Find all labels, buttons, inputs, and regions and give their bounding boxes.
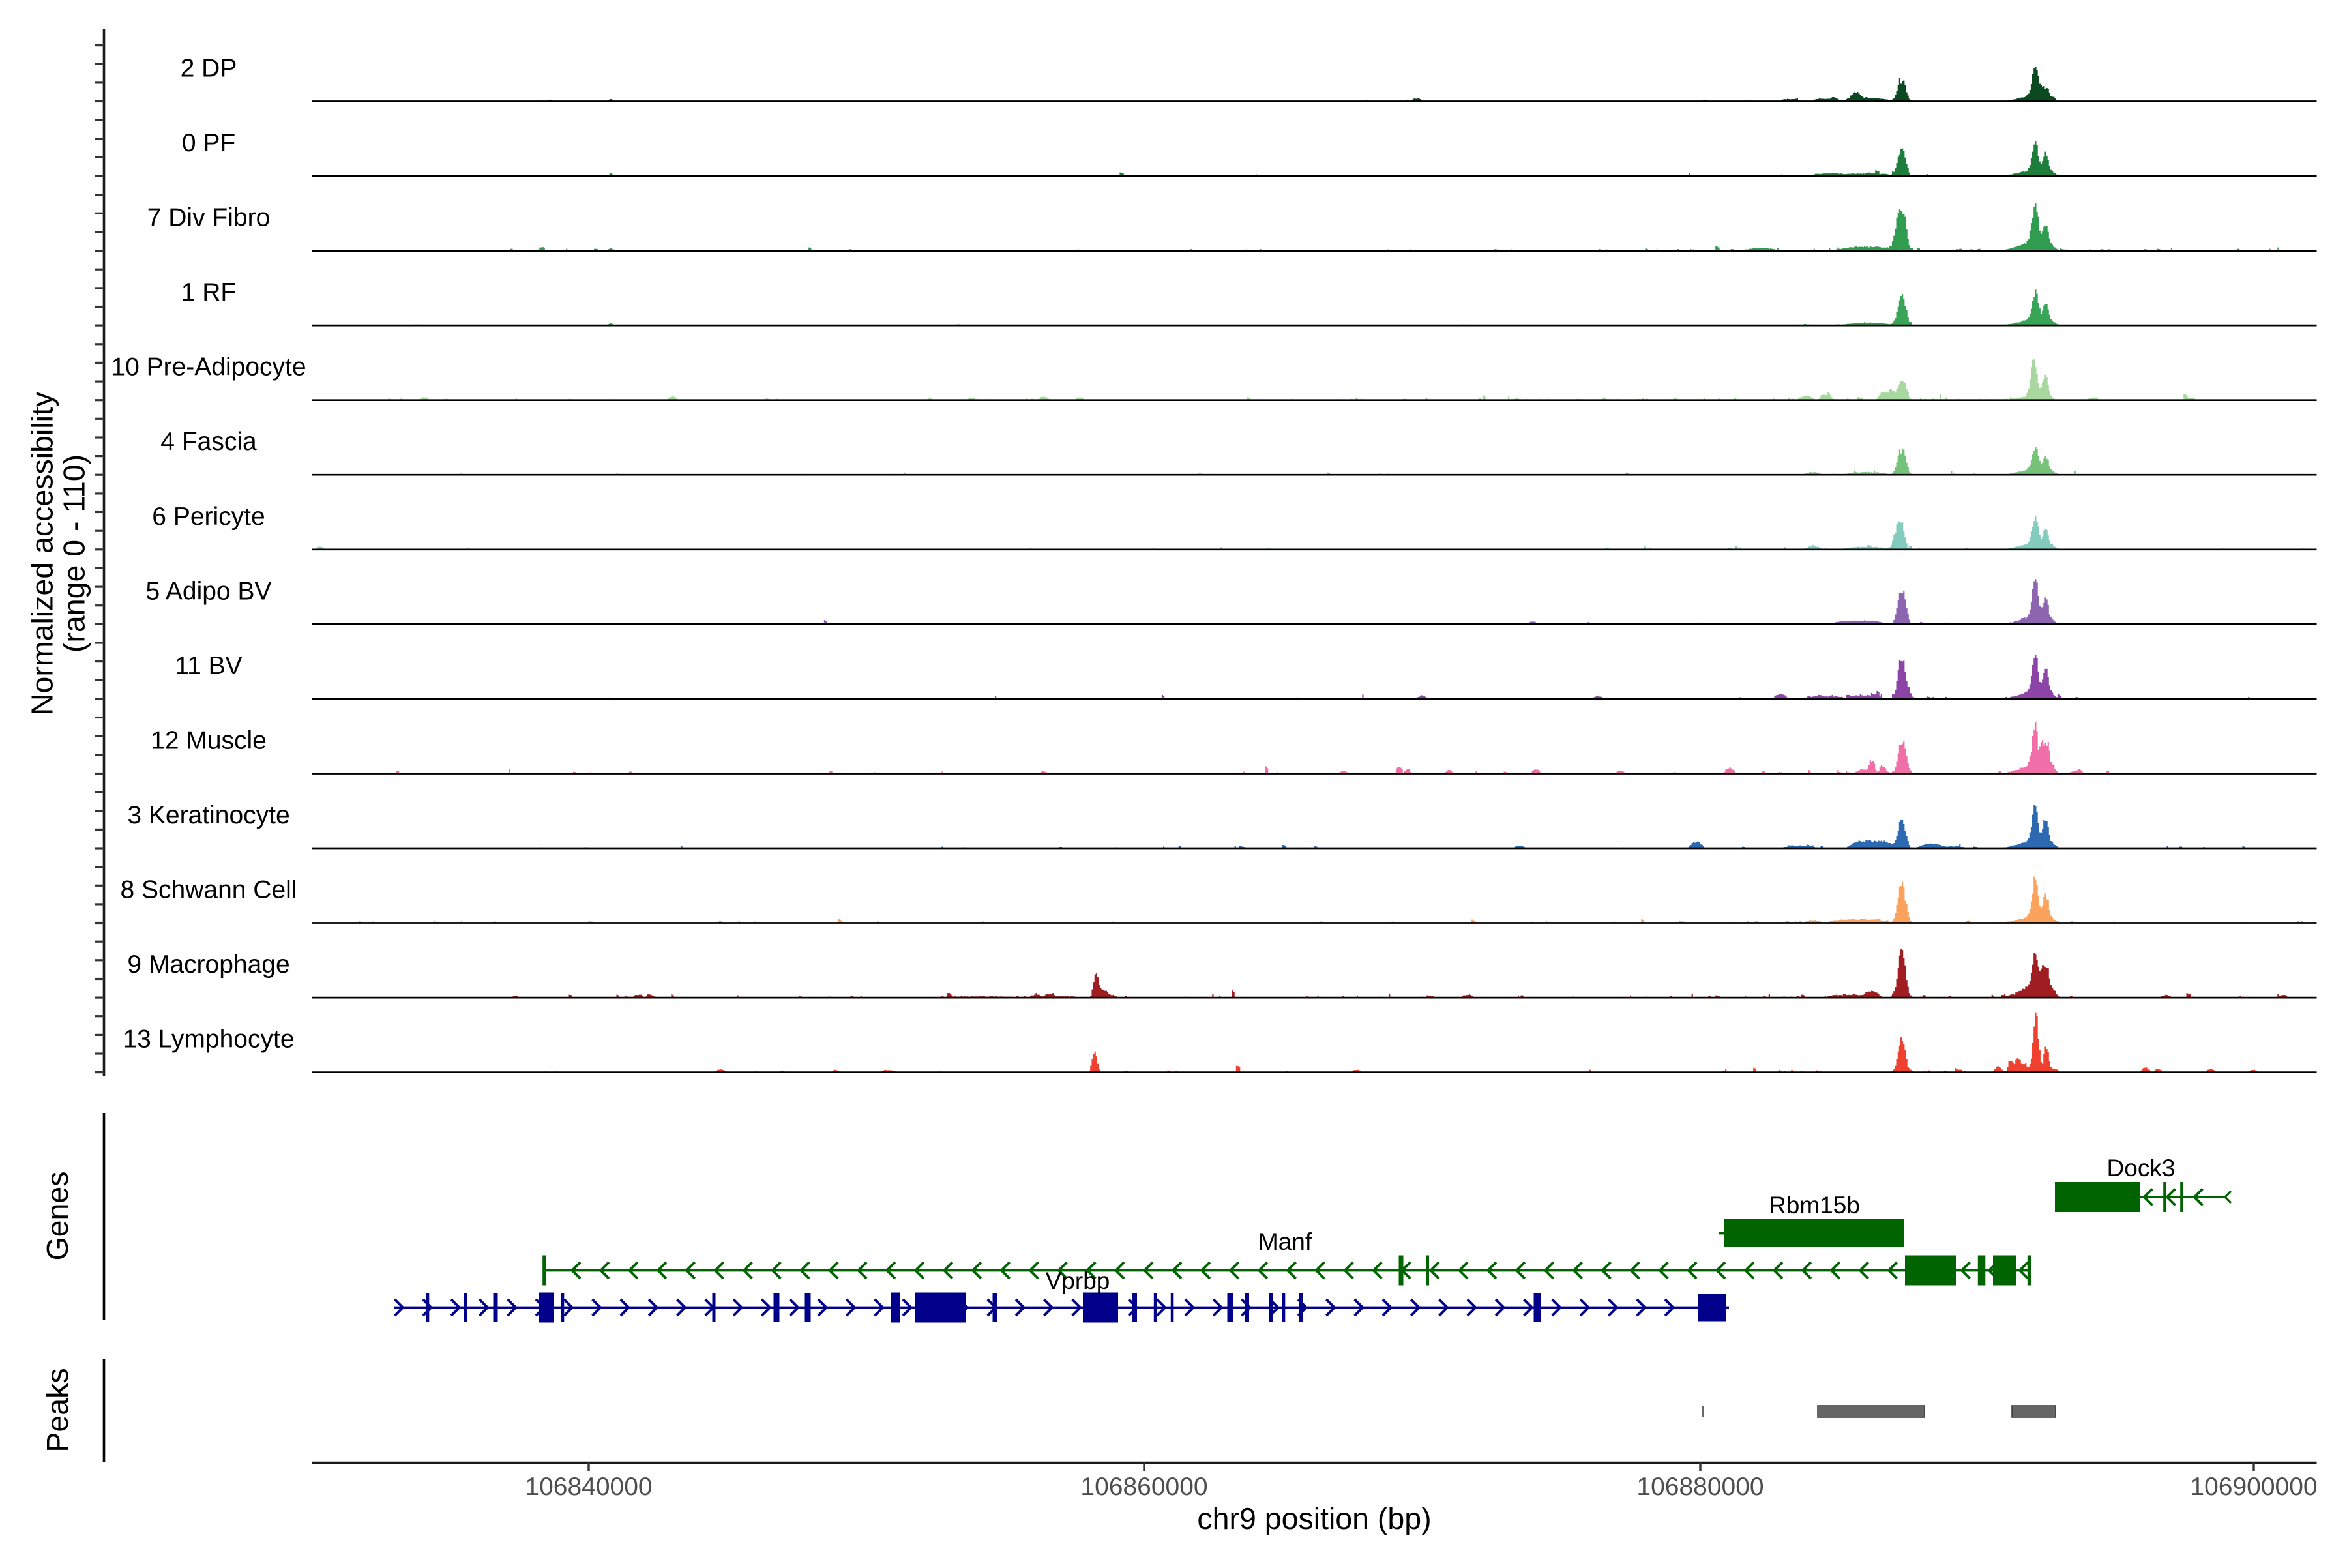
svg-text:1 RF: 1 RF [181,278,237,306]
svg-text:106860000: 106860000 [1080,1473,1207,1501]
svg-text:5 Adipo BV: 5 Adipo BV [146,577,272,605]
svg-text:10 Pre-Adipocyte: 10 Pre-Adipocyte [111,353,306,381]
svg-text:11 BV: 11 BV [175,652,242,680]
svg-text:7 Div Fibro: 7 Div Fibro [147,204,271,232]
svg-text:106900000: 106900000 [2190,1473,2317,1501]
svg-text:12 Muscle: 12 Muscle [151,727,267,755]
svg-text:Peaks: Peaks [40,1368,74,1452]
svg-text:Normalized accessibility: Normalized accessibility [25,391,59,715]
svg-text:chr9 position (bp): chr9 position (bp) [1197,1501,1431,1535]
svg-text:8 Schwann Cell: 8 Schwann Cell [121,876,297,904]
svg-text:3 Keratinocyte: 3 Keratinocyte [127,801,289,829]
svg-text:4 Fascia: 4 Fascia [160,428,257,456]
svg-text:Genes: Genes [40,1171,74,1260]
svg-text:9 Macrophage: 9 Macrophage [127,951,289,979]
svg-text:2 DP: 2 DP [181,55,237,83]
svg-text:6 Pericyte: 6 Pericyte [152,503,265,531]
svg-text:Manf: Manf [1258,1228,1312,1255]
svg-text:13 Lymphocyte: 13 Lymphocyte [123,1026,294,1054]
svg-text:106840000: 106840000 [525,1473,652,1501]
svg-text:0 PF: 0 PF [182,129,235,157]
svg-text:Dock3: Dock3 [2107,1155,2176,1181]
svg-text:Vprbp: Vprbp [1046,1267,1110,1294]
svg-text:(range 0 - 110): (range 0 - 110) [57,454,91,653]
svg-text:Rbm15b: Rbm15b [1769,1192,1860,1219]
svg-text:106880000: 106880000 [1636,1473,1764,1501]
